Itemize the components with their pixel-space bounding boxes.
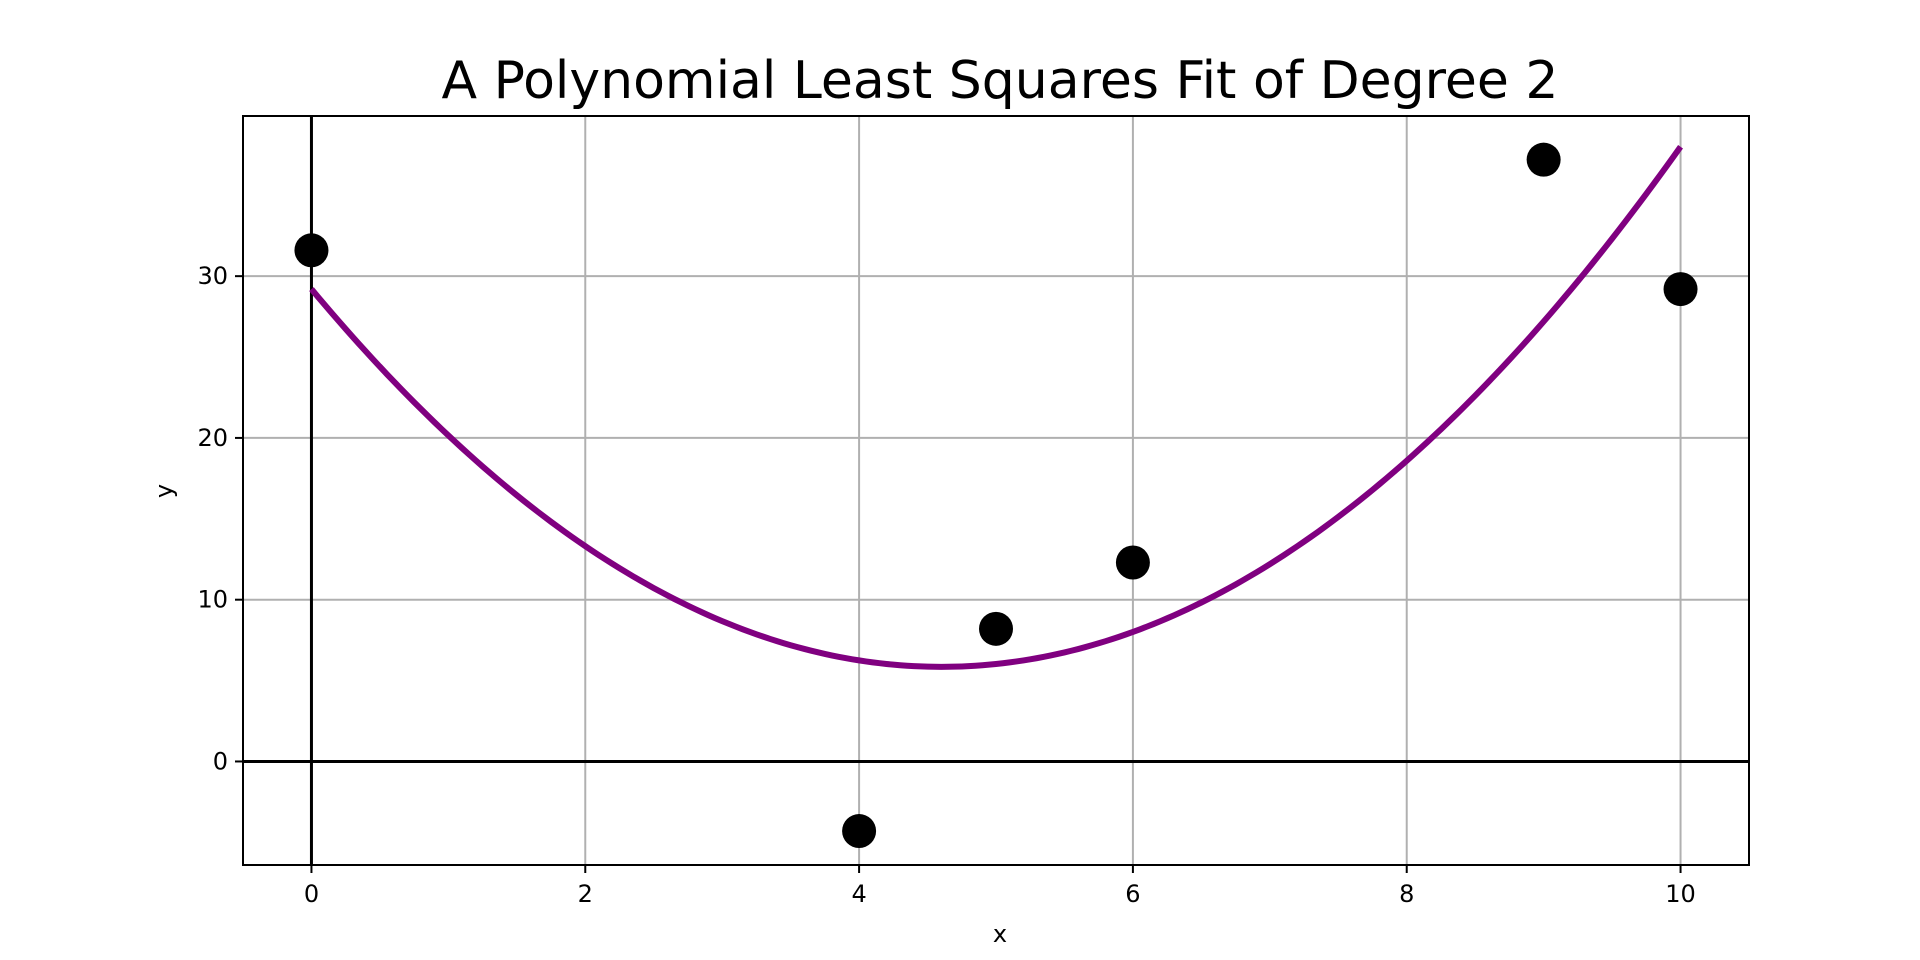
x-tick-label: 0 <box>304 880 319 908</box>
x-tick-label: 2 <box>578 880 593 908</box>
data-point <box>842 814 877 849</box>
x-axis-ticks: 0 2 4 6 8 10 <box>304 865 1696 908</box>
y-axis-ticks: 0 10 20 30 <box>197 262 243 775</box>
fit-curve <box>309 144 1683 670</box>
x-tick-label: 6 <box>1125 880 1140 908</box>
data-point <box>979 611 1013 646</box>
y-axis-label: y <box>150 484 178 498</box>
data-point <box>1663 272 1698 307</box>
y-tick-label: 0 <box>213 747 228 775</box>
data-point <box>1526 142 1561 177</box>
x-tick-label: 8 <box>1399 880 1414 908</box>
x-tick-label: 4 <box>851 880 866 908</box>
chart-title: A Polynomial Least Squares Fit of Degree… <box>442 51 1559 111</box>
plot-frame <box>242 115 1750 866</box>
data-point <box>294 233 329 268</box>
data-point <box>1115 545 1150 580</box>
y-tick-label: 10 <box>197 586 228 614</box>
data-points <box>294 142 1698 849</box>
x-axis-label: x <box>993 920 1007 948</box>
x-tick-label: 10 <box>1665 880 1696 908</box>
y-tick-label: 30 <box>197 262 228 290</box>
y-tick-label: 20 <box>197 424 228 452</box>
fit-curve-layer <box>309 144 1683 670</box>
